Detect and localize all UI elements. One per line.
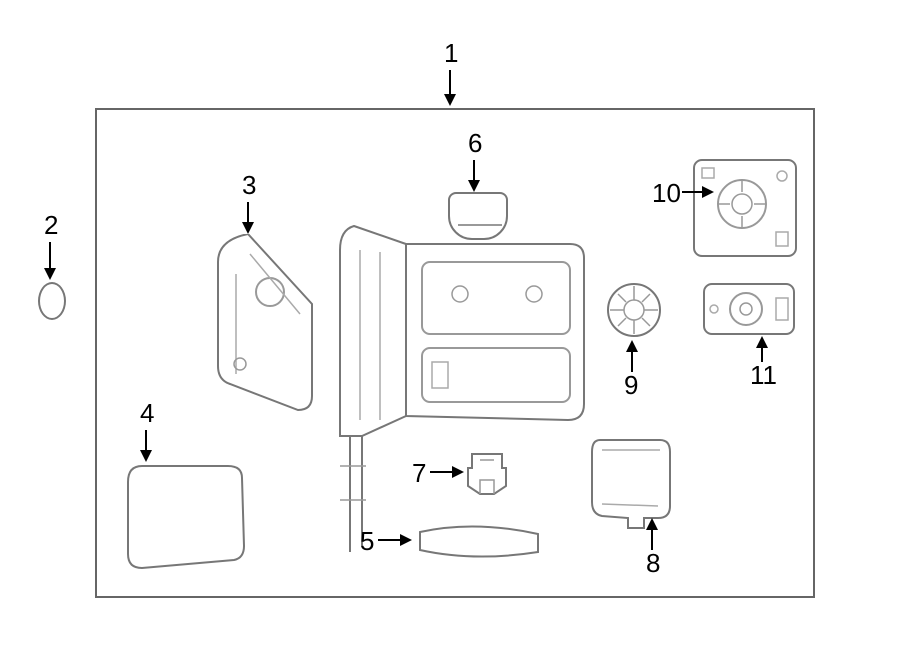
callout-arrowhead-3 (242, 222, 254, 234)
callout-arrow-2 (49, 242, 51, 270)
callout-label-10: 10 (652, 178, 681, 209)
callout-arrowhead-1 (444, 94, 456, 106)
part-signal-housing (588, 436, 672, 532)
callout-label-5: 5 (360, 526, 374, 557)
callout-arrowhead-6 (468, 180, 480, 192)
callout-arrowhead-2 (44, 268, 56, 280)
callout-arrowhead-9 (626, 340, 638, 352)
callout-label-7: 7 (412, 458, 426, 489)
diagram-canvas: 1 2 3 4 5 6 7 8 9 10 11 (0, 0, 900, 662)
callout-label-4: 4 (140, 398, 154, 429)
callout-arrow-5 (378, 539, 402, 541)
callout-arrow-1 (449, 70, 451, 96)
part-lower-trim (414, 524, 544, 562)
callout-arrow-7 (430, 471, 454, 473)
callout-arrow-8 (651, 528, 653, 550)
part-seal (38, 282, 66, 320)
part-glass-back (692, 158, 798, 258)
callout-arrowhead-5 (400, 534, 412, 546)
callout-arrow-10 (682, 191, 704, 193)
callout-label-6: 6 (468, 128, 482, 159)
callout-label-9: 9 (624, 370, 638, 401)
part-clip (466, 450, 508, 498)
callout-label-1: 1 (444, 38, 458, 69)
callout-label-8: 8 (646, 548, 660, 579)
callout-arrow-3 (247, 202, 249, 224)
callout-arrow-11 (761, 346, 763, 362)
callout-arrowhead-10 (702, 186, 714, 198)
part-upper-cap (448, 192, 508, 240)
part-cover (124, 462, 246, 572)
part-motor (606, 282, 662, 338)
part-mount-plate (216, 234, 316, 412)
callout-label-3: 3 (242, 170, 256, 201)
callout-arrow-9 (631, 350, 633, 372)
callout-label-11: 11 (750, 360, 777, 391)
callout-label-2: 2 (44, 210, 58, 241)
part-mirror-body (310, 220, 594, 560)
part-spot-glass (702, 282, 796, 336)
callout-arrow-6 (473, 160, 475, 182)
callout-arrowhead-11 (756, 336, 768, 348)
callout-arrow-4 (145, 430, 147, 452)
callout-arrowhead-4 (140, 450, 152, 462)
callout-arrowhead-7 (452, 466, 464, 478)
callout-arrowhead-8 (646, 518, 658, 530)
